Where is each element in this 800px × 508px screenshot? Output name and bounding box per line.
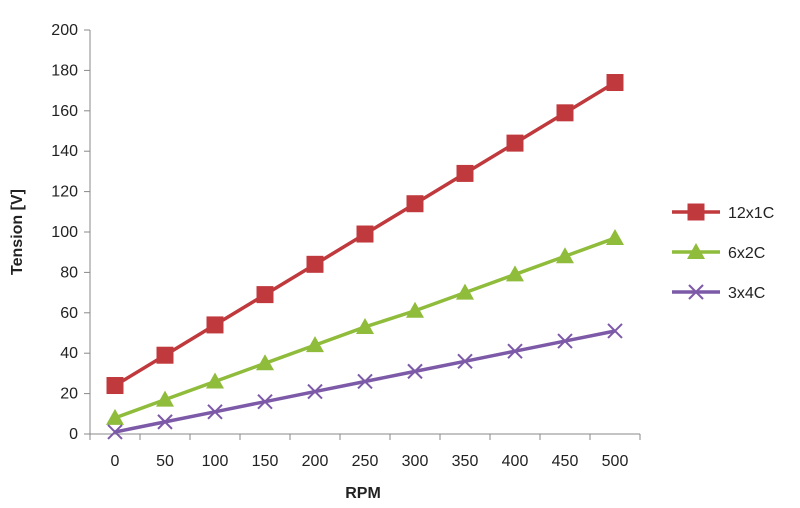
marker-stroke (507, 343, 523, 359)
series-layer (106, 74, 624, 440)
data-point (307, 383, 323, 400)
data-point (407, 363, 423, 380)
marker-stroke (457, 353, 473, 369)
x-tick-label: 500 (602, 453, 629, 470)
x-tick-label: 400 (502, 453, 529, 470)
marker-stroke (557, 333, 573, 349)
y-tick-label: 40 (60, 345, 78, 362)
y-axis-title: Tension [V] (9, 189, 26, 275)
legend-item: 3x4C (672, 284, 765, 302)
data-point (306, 336, 324, 353)
marker-stroke (207, 404, 223, 420)
data-point (256, 354, 274, 371)
data-point (506, 265, 524, 282)
legend-marker (687, 243, 705, 259)
legend-label: 6x2C (728, 245, 765, 262)
y-tick-label: 140 (51, 143, 78, 160)
y-axis-ticks: 0 20 40 60 80 100 120 140 160 180 200 (51, 22, 90, 443)
y-tick-label: 0 (69, 426, 78, 443)
x-tick-label: 150 (252, 453, 279, 470)
data-point (406, 195, 424, 213)
y-tick-label: 100 (51, 224, 78, 241)
data-point (406, 301, 424, 318)
data-point (156, 390, 174, 407)
data-point (507, 343, 523, 359)
data-point (156, 346, 174, 364)
legend: 12x1C 6x2C 3x4C (672, 203, 774, 302)
data-point (456, 283, 474, 300)
data-point (556, 104, 574, 122)
data-point (356, 225, 374, 243)
marker-stroke (407, 363, 423, 380)
data-point (306, 255, 324, 273)
data-point (556, 247, 574, 264)
data-point (207, 404, 223, 420)
y-tick-label: 160 (51, 103, 78, 120)
series-12x1C (106, 74, 624, 395)
data-point (457, 353, 473, 369)
x-tick-label: 200 (302, 453, 329, 470)
marker-stroke (157, 414, 173, 430)
x-tick-label: 250 (352, 453, 379, 470)
y-tick-label: 80 (60, 264, 78, 281)
marker-stroke (607, 323, 623, 339)
data-point (106, 408, 124, 425)
y-tick-label: 200 (51, 22, 78, 39)
data-point (206, 372, 224, 389)
y-tick-label: 120 (51, 184, 78, 201)
data-point (607, 323, 623, 339)
x-tick-label: 300 (402, 453, 429, 470)
data-point (206, 316, 224, 334)
marker-stroke (357, 373, 373, 390)
x-tick-label: 450 (552, 453, 579, 470)
data-point (357, 373, 373, 390)
x-tick-label: 100 (202, 453, 229, 470)
data-point (606, 74, 624, 92)
data-point (506, 134, 524, 152)
data-point (557, 333, 573, 349)
x-axis-ticks: 0 50 100 150 200 250 300 350 400 450 500 (89, 434, 641, 470)
legend-marker (688, 284, 704, 300)
data-point (157, 414, 173, 430)
marker-stroke (307, 383, 323, 400)
y-tick-label: 180 (51, 62, 78, 79)
x-tick-label: 350 (452, 453, 479, 470)
data-point (606, 229, 624, 246)
marker-stroke (257, 393, 273, 410)
marker-stroke (107, 424, 123, 440)
marker-stroke (688, 284, 704, 300)
data-point (107, 424, 123, 440)
x-tick-label: 50 (156, 453, 174, 470)
legend-label: 12x1C (728, 205, 774, 222)
y-tick-label: 20 (60, 386, 78, 403)
series-6x2C (106, 229, 624, 425)
data-point (257, 393, 273, 410)
y-tick-label: 60 (60, 305, 78, 322)
data-point (356, 317, 374, 334)
x-tick-label: 0 (111, 453, 120, 470)
series-3x4C (107, 323, 623, 440)
legend-item: 6x2C (672, 243, 765, 262)
data-point (456, 164, 474, 182)
x-axis-title: RPM (345, 485, 381, 502)
legend-marker (687, 203, 705, 221)
legend-label: 3x4C (728, 285, 765, 302)
data-point (106, 377, 124, 395)
data-point (256, 286, 274, 304)
legend-item: 12x1C (672, 203, 774, 222)
